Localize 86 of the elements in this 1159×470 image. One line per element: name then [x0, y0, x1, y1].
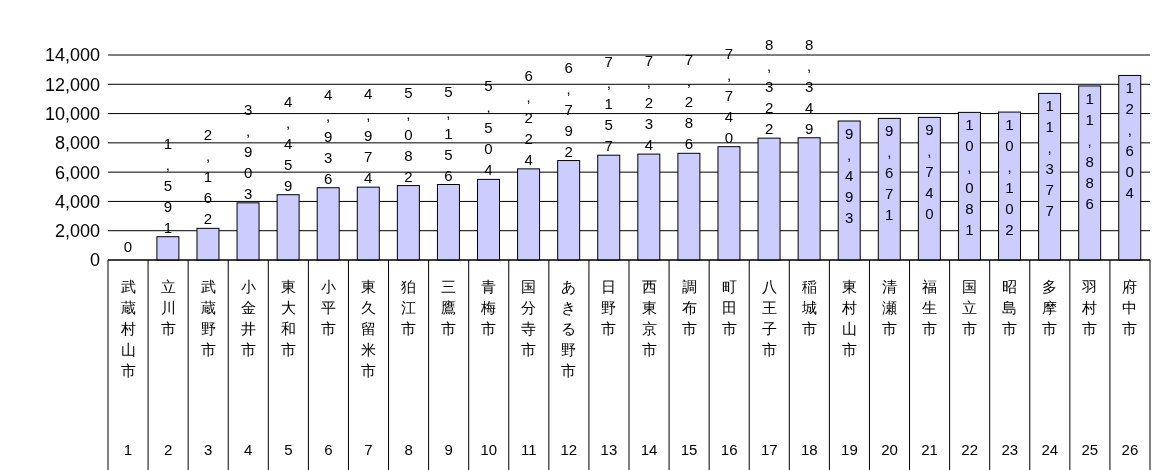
data-label: 5,082 — [399, 83, 417, 189]
x-tick-label: 立川市 — [160, 278, 176, 337]
y-tick-label: 14,000 — [44, 45, 100, 66]
x-tick-label: 武蔵野市 — [200, 278, 216, 358]
data-label: 11,377 — [1041, 97, 1059, 224]
y-tick-label: 0 — [89, 250, 100, 271]
data-label: 9,493 — [840, 125, 858, 230]
x-tick-label: 多摩市 — [1042, 278, 1058, 337]
x-tick-label: 昭島市 — [1002, 278, 1018, 337]
text: 8 — [404, 441, 413, 458]
text: 7 — [364, 441, 373, 458]
x-tick-label: 町田市 — [721, 278, 737, 337]
x-tick-label: 日野市 — [601, 278, 617, 337]
text: 20 — [881, 441, 898, 458]
data-label: 10,102 — [1001, 116, 1019, 243]
text: 25 — [1081, 441, 1099, 458]
text: 15 — [680, 441, 698, 458]
data-label: 8,349 — [800, 35, 818, 141]
data-label: 6,224 — [520, 66, 538, 172]
data-label: 9,671 — [880, 122, 898, 228]
text: 10 — [480, 441, 498, 458]
text: 22 — [961, 441, 978, 458]
y-tick-label: 2,000 — [54, 221, 100, 242]
y-tick-label: 4,000 — [54, 191, 100, 212]
x-tick-label: 東大和市 — [280, 278, 296, 358]
y-tick-label: 10,000 — [44, 103, 100, 124]
data-label: 1,591 — [159, 134, 177, 240]
y-tick-label: 8,000 — [54, 133, 100, 154]
data-label: 4,974 — [359, 85, 377, 191]
text: 9 — [444, 441, 453, 458]
data-label: 12,604 — [1121, 79, 1139, 206]
x-tick-label: 清瀬市 — [882, 278, 897, 337]
text: 1 — [123, 441, 133, 458]
data-label: 8,322 — [760, 36, 778, 142]
x-tick-label: 稲城市 — [800, 278, 817, 337]
data-label: 3,903 — [239, 100, 257, 206]
x-tick-label: 狛江市 — [401, 278, 417, 337]
data-label: 6,792 — [560, 58, 578, 164]
data-label: 7,157 — [600, 53, 618, 159]
data-label: 5,156 — [439, 82, 457, 188]
data-label: 10,081 — [960, 116, 978, 243]
y-tick-label: 12,000 — [44, 74, 100, 95]
text: 17 — [760, 441, 778, 458]
text: 11 — [521, 441, 537, 458]
text: 3 — [204, 441, 213, 458]
data-label: 7,740 — [720, 44, 738, 150]
x-tick-label: 武蔵村山市 — [119, 278, 136, 379]
x-tick-label: 東久留米市 — [361, 278, 376, 379]
text: 14 — [640, 441, 658, 458]
text: 21 — [921, 441, 938, 458]
text: 4 — [244, 441, 253, 458]
text: 19 — [841, 441, 858, 458]
text: 5 — [284, 441, 293, 458]
data-label: 9,740 — [920, 121, 938, 227]
text: 12 — [560, 441, 578, 458]
text: 16 — [720, 441, 738, 458]
text: 26 — [1121, 441, 1139, 458]
x-tick-label: 小平市 — [320, 278, 336, 337]
text: 6 — [324, 441, 333, 458]
x-tick-label: あきる野市 — [561, 278, 577, 379]
x-tick-label: 福生市 — [922, 278, 938, 337]
text: 24 — [1041, 441, 1059, 458]
data-label: 5,504 — [480, 77, 498, 183]
y-tick-label: 6,000 — [54, 162, 100, 183]
x-tick-label: 東村山市 — [840, 278, 857, 358]
text: 18 — [801, 441, 818, 458]
data-label: 7,234 — [640, 52, 658, 158]
data-label: 11,886 — [1081, 89, 1099, 216]
x-tick-label: 国立市 — [962, 278, 978, 337]
x-tick-label: 羽村市 — [1081, 278, 1098, 337]
data-label: 4,459 — [279, 92, 297, 198]
x-tick-label: 国分寺市 — [521, 278, 537, 358]
data-label: 7,286 — [680, 51, 698, 157]
x-tick-label: 三鷹市 — [441, 278, 457, 337]
data-label: 4,936 — [319, 85, 337, 191]
x-tick-label: 西東京市 — [641, 278, 657, 358]
x-tick-label: 青梅市 — [480, 278, 497, 337]
x-tick-label: 八王子市 — [761, 278, 777, 358]
text: 23 — [1001, 441, 1019, 458]
x-tick-label: 小金井市 — [240, 278, 256, 358]
text: 13 — [600, 441, 618, 458]
data-label: 0 — [119, 238, 137, 259]
text: 2 — [163, 441, 173, 458]
x-tick-label: 府中市 — [1122, 278, 1138, 337]
x-tick-label: 調布市 — [681, 278, 697, 337]
data-label: 2,162 — [199, 126, 217, 232]
